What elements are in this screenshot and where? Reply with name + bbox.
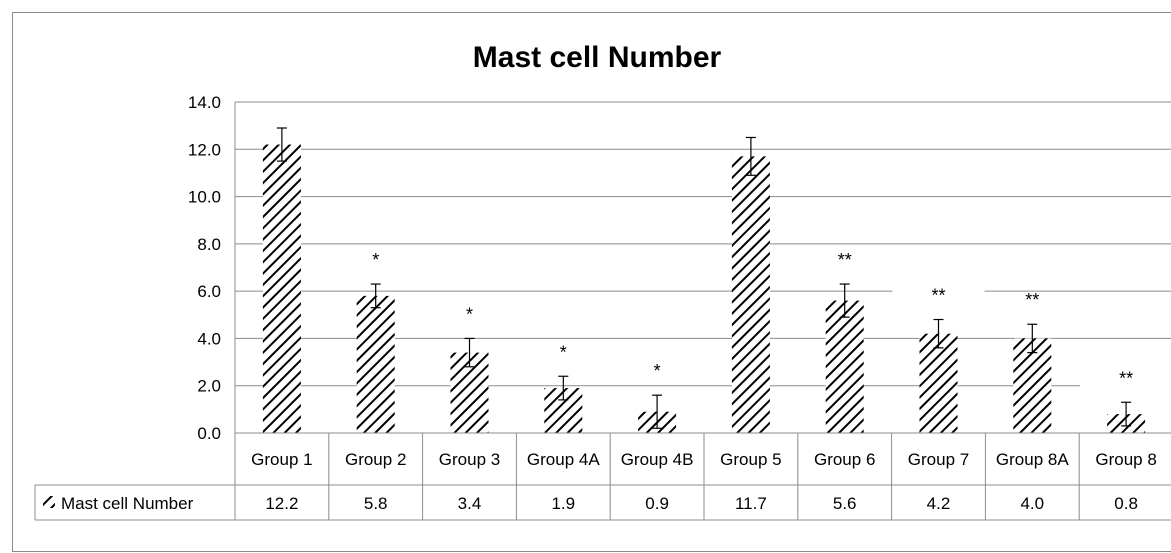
bar-chart: Mast cell Number 0.0 2.0 4.0 6.0 8.0 10.0 12.0… [34, 41, 1171, 521]
data-value: 3.4 [458, 494, 482, 513]
significance-mark: ** [1025, 290, 1039, 310]
bars [262, 144, 1146, 434]
data-value: 12.2 [265, 494, 298, 513]
annotation-bg [429, 306, 510, 325]
y-tick-label: 4.0 [197, 329, 221, 348]
category-label: Group 5 [720, 450, 781, 469]
annotation-bg [522, 344, 604, 363]
chart-title: Mast cell Number [473, 41, 722, 74]
significance-mark: ** [931, 286, 945, 306]
data-value: 5.8 [364, 494, 388, 513]
data-value: 4.2 [927, 494, 951, 513]
data-value: 1.9 [551, 494, 575, 513]
data-value: 0.9 [645, 494, 669, 513]
category-label: Group 4A [527, 450, 600, 469]
significance-mark: ** [1119, 368, 1133, 388]
legend-swatch [43, 496, 55, 508]
bar [356, 295, 395, 433]
chart-frame: Mast cell Number 0.0 2.0 4.0 6.0 8.0 10.0 12.0… [12, 12, 1171, 552]
annotation-bg [335, 252, 417, 271]
category-label: Group 1 [251, 450, 312, 469]
category-label: Group 6 [814, 450, 875, 469]
y-tick-label: 2.0 [197, 377, 221, 396]
data-value: 11.7 [735, 494, 767, 513]
significance-mark: ** [838, 250, 852, 270]
category-label: Group 8 [1095, 450, 1156, 469]
y-tick-label: 10.0 [188, 188, 221, 207]
data-value: 4.0 [1020, 494, 1044, 513]
significance-marks: ******** **** [335, 250, 1171, 389]
y-tick-label: 12.0 [188, 140, 221, 159]
y-tick-label: 0.0 [197, 424, 221, 443]
data-table: Group 1 Group 2 Group 3 Group 4A Group 4B Gro… [34, 432, 1171, 521]
annotation-bg [986, 292, 1079, 311]
y-tick-label: 8.0 [197, 235, 221, 254]
bar [825, 300, 864, 433]
error-bars [276, 127, 1132, 429]
category-label: Group 3 [439, 450, 500, 469]
significance-mark: * [560, 342, 567, 362]
significance-mark: * [372, 250, 379, 270]
annotation-bg [798, 252, 891, 271]
bar [919, 333, 958, 433]
significance-mark: * [654, 361, 661, 381]
legend-label: Mast cell Number [61, 494, 194, 513]
bar [262, 144, 301, 434]
category-label: Group 2 [345, 450, 406, 469]
y-axis: 0.0 2.0 4.0 6.0 8.0 10.0 12.0 14.0 [188, 93, 236, 443]
annotation-bg [892, 287, 985, 306]
significance-mark: * [466, 304, 473, 324]
bar [1013, 338, 1052, 433]
category-label: Group 7 [908, 450, 969, 469]
y-tick-label: 14.0 [188, 93, 221, 112]
data-value: 0.8 [1114, 494, 1138, 513]
category-label: Group 8A [996, 450, 1069, 469]
category-label: Group 4B [621, 450, 694, 469]
annotation-bg [616, 363, 698, 382]
bar [731, 156, 770, 433]
annotation-bg [1080, 370, 1171, 389]
y-tick-label: 6.0 [197, 282, 221, 301]
data-value: 5.6 [833, 494, 857, 513]
